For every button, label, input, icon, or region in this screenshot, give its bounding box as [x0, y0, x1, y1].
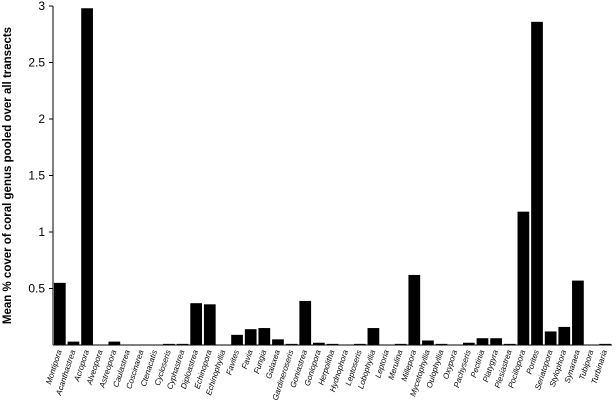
x-axis: MontiporaAcanthastreaAcroporaAlveoporaAs…: [44, 344, 612, 402]
bars: [53, 8, 612, 345]
bar: [176, 343, 189, 345]
bar: [353, 343, 366, 345]
bar: [517, 211, 530, 345]
bar: [422, 340, 434, 345]
bar: [558, 326, 571, 345]
y-axis-title: Mean % cover of coral genus pooled over …: [2, 27, 14, 324]
bar: [285, 343, 298, 345]
x-tick-label: Favia: [240, 348, 255, 370]
bar: [503, 343, 516, 345]
bar: [599, 343, 612, 345]
bar: [108, 341, 121, 345]
bar: [53, 282, 66, 345]
bar: [490, 338, 502, 345]
y-tick-label: 2: [38, 112, 45, 126]
bar: [231, 334, 243, 345]
bar: [326, 343, 339, 345]
bar: [531, 21, 543, 345]
bar: [462, 342, 475, 345]
bar: [313, 342, 325, 345]
y-tick-label: 0.5: [28, 282, 45, 296]
y-tick-label: 3: [38, 0, 45, 13]
bar: [367, 328, 380, 345]
bar: [299, 300, 312, 345]
y-tick-label: 1.5: [28, 169, 45, 183]
y-tick-label: 1: [38, 225, 45, 239]
bar: [203, 304, 216, 345]
bar: [258, 328, 271, 345]
bar: [244, 329, 257, 345]
y-tick-label: 2.5: [28, 56, 45, 70]
bar: [408, 274, 421, 345]
bar: [476, 338, 489, 345]
y-axis: 0.5 1 1.5 2 2.5 3: [28, 0, 54, 345]
bar: [81, 8, 93, 345]
bar: [435, 343, 448, 345]
bar: [572, 280, 584, 345]
x-tick-label: Favites: [224, 349, 241, 376]
bar: [67, 341, 80, 345]
bar: [190, 303, 203, 345]
bar: [163, 343, 175, 345]
bar: [544, 331, 557, 345]
bar: [394, 343, 407, 345]
bar: [272, 339, 284, 345]
